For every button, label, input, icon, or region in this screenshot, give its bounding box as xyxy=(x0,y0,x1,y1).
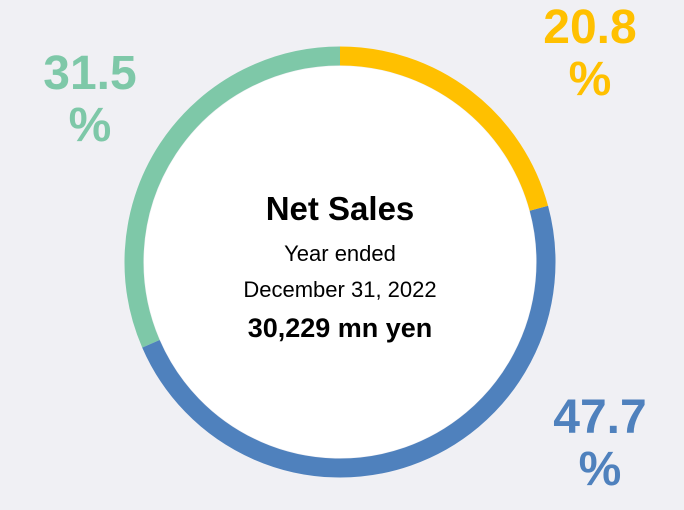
donut-segment xyxy=(339,46,549,211)
value-label: 20.8 % xyxy=(543,1,637,106)
value-label: 31.5 % xyxy=(43,47,137,152)
center-line: Year ended xyxy=(284,241,396,266)
donut-segment xyxy=(124,46,341,348)
value-label: 47.7 % xyxy=(553,391,647,496)
center-total: 30,229 mn yen xyxy=(247,313,433,343)
center-line: December 31, 2022 xyxy=(243,277,437,302)
center-disc xyxy=(144,66,536,458)
donut-segment xyxy=(142,205,556,478)
center-title: Net Sales xyxy=(265,190,415,227)
